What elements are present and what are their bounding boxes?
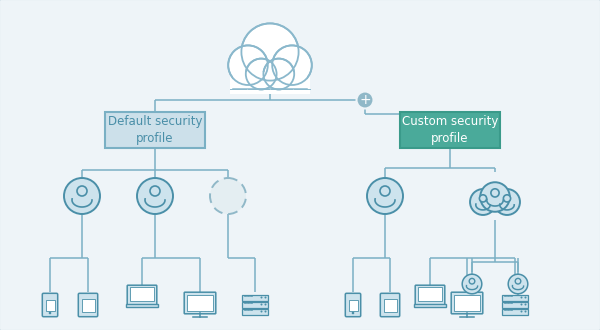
Circle shape [380,186,390,196]
Circle shape [508,274,528,294]
Bar [454,295,480,311]
Circle shape [263,59,294,89]
Bar [414,304,446,307]
Bar [383,299,397,312]
Bar [418,287,442,301]
FancyBboxPatch shape [78,293,98,317]
FancyBboxPatch shape [42,293,58,317]
Circle shape [265,311,266,313]
Circle shape [521,304,523,306]
Circle shape [491,189,499,197]
Circle shape [137,178,173,214]
Circle shape [503,195,511,202]
Circle shape [356,91,373,109]
Circle shape [470,189,496,215]
Circle shape [524,296,527,299]
Circle shape [246,59,277,89]
Bar [242,309,268,315]
Bar [126,304,158,307]
Circle shape [150,186,160,196]
Bar [230,70,310,94]
Circle shape [265,296,266,299]
Circle shape [521,311,523,313]
Text: +: + [359,93,371,108]
FancyBboxPatch shape [127,285,157,305]
Circle shape [494,189,520,215]
Bar [242,302,268,308]
Circle shape [265,304,266,306]
Circle shape [479,195,487,202]
Bar [502,294,528,301]
Text: Default security
profile: Default security profile [108,115,202,145]
Bar [82,299,95,312]
Circle shape [367,178,403,214]
Circle shape [521,296,523,299]
Circle shape [260,304,263,306]
Circle shape [524,304,527,306]
Circle shape [462,274,482,294]
FancyBboxPatch shape [451,292,483,314]
Bar [187,295,213,311]
Circle shape [515,279,521,284]
Circle shape [272,46,312,85]
Bar [400,112,500,148]
FancyBboxPatch shape [380,293,400,317]
Bar [349,300,358,311]
Circle shape [77,186,87,196]
Circle shape [260,296,263,299]
Circle shape [469,279,475,284]
FancyBboxPatch shape [346,293,361,317]
Bar [242,294,268,301]
Bar [46,300,55,311]
Circle shape [49,312,52,314]
Circle shape [228,46,268,85]
Circle shape [241,23,299,81]
Circle shape [64,178,100,214]
Circle shape [480,182,510,212]
Bar [105,112,205,148]
Circle shape [352,312,354,314]
Bar [502,302,528,308]
Bar [502,309,528,315]
Bar [233,72,307,89]
Circle shape [524,311,527,313]
FancyBboxPatch shape [184,292,216,314]
Bar [130,287,154,301]
Circle shape [260,311,263,313]
Circle shape [210,178,246,214]
FancyBboxPatch shape [415,285,445,305]
Text: Custom security
profile: Custom security profile [402,115,498,145]
